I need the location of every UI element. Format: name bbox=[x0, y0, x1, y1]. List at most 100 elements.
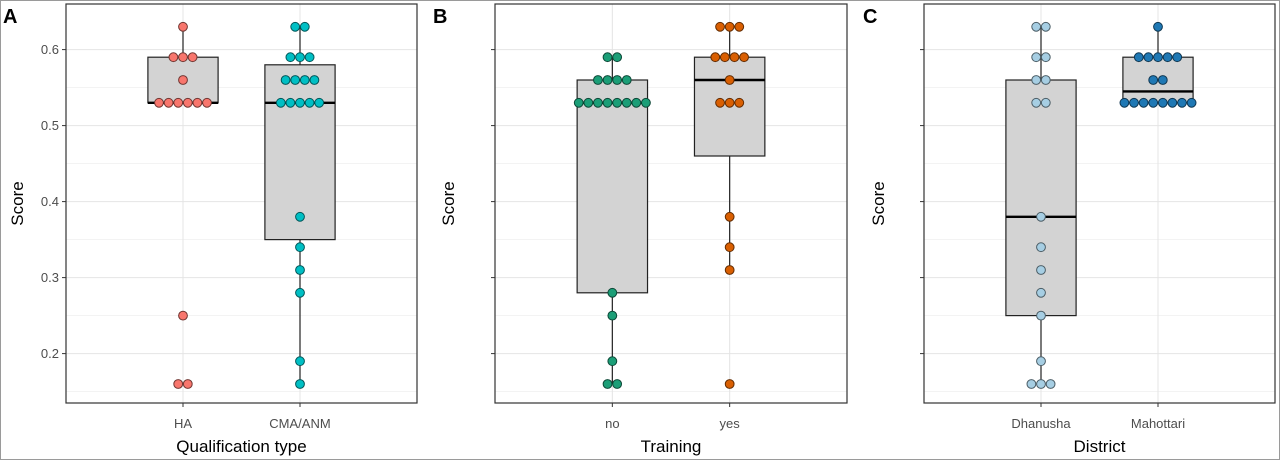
data-point bbox=[295, 52, 305, 63]
data-point bbox=[602, 52, 613, 63]
data-point bbox=[1036, 356, 1046, 367]
data-point bbox=[178, 75, 188, 85]
data-point bbox=[715, 97, 725, 108]
data-point bbox=[719, 52, 730, 63]
data-point bbox=[295, 97, 305, 108]
x-tick-label: Dhanusha bbox=[1011, 416, 1071, 431]
data-point bbox=[295, 356, 305, 367]
data-point bbox=[154, 97, 164, 108]
data-point bbox=[1157, 75, 1168, 85]
data-point bbox=[1162, 52, 1173, 63]
y-tick-label: 0.3 bbox=[41, 270, 59, 285]
data-point bbox=[612, 97, 623, 108]
data-point bbox=[631, 97, 642, 108]
data-point bbox=[1040, 21, 1051, 32]
data-point bbox=[724, 21, 735, 32]
data-point bbox=[295, 242, 305, 253]
data-point bbox=[1157, 97, 1168, 108]
data-point bbox=[739, 52, 749, 63]
panel-c: Dhanusha Mahottari District Score C bbox=[863, 3, 1276, 456]
panel-border bbox=[494, 3, 848, 404]
data-point bbox=[573, 97, 584, 108]
data-point bbox=[724, 379, 735, 389]
x-tick-label: CMA/ANM bbox=[269, 416, 330, 431]
data-point bbox=[314, 97, 325, 108]
y-tick-label: 0.2 bbox=[41, 346, 59, 361]
data-point bbox=[1031, 52, 1042, 63]
data-point bbox=[607, 310, 618, 321]
data-point bbox=[724, 242, 735, 253]
data-point bbox=[295, 379, 305, 389]
data-point bbox=[1026, 379, 1037, 389]
data-point bbox=[710, 52, 721, 63]
plot-background bbox=[66, 4, 417, 403]
data-point bbox=[182, 97, 193, 108]
y-axis-title: Score bbox=[439, 181, 458, 225]
data-point bbox=[724, 265, 735, 275]
data-point bbox=[299, 21, 310, 32]
data-point bbox=[1148, 97, 1159, 108]
data-point bbox=[1031, 75, 1042, 85]
data-point bbox=[304, 52, 315, 63]
data-point bbox=[1138, 97, 1149, 108]
data-point bbox=[299, 75, 310, 85]
data-point bbox=[729, 52, 740, 63]
y-tick-label: 0.4 bbox=[41, 194, 59, 209]
data-point bbox=[285, 97, 296, 108]
data-point bbox=[187, 52, 198, 63]
data-point bbox=[607, 356, 618, 367]
plot-background bbox=[924, 4, 1275, 403]
data-point bbox=[290, 21, 301, 32]
data-point bbox=[1036, 265, 1046, 275]
data-point bbox=[724, 211, 735, 222]
data-point bbox=[1186, 97, 1197, 108]
data-point bbox=[1133, 52, 1144, 63]
data-point bbox=[173, 97, 184, 108]
data-point bbox=[295, 265, 305, 275]
data-point bbox=[1153, 52, 1163, 63]
x-tick-label: Mahottari bbox=[1131, 416, 1185, 431]
data-point bbox=[290, 75, 301, 85]
data-point bbox=[621, 75, 632, 85]
data-point bbox=[275, 97, 286, 108]
y-tick-label: 0.5 bbox=[41, 118, 59, 133]
data-point bbox=[1040, 75, 1051, 85]
data-point bbox=[1153, 21, 1163, 32]
y-axis-title: Score bbox=[8, 181, 27, 225]
data-point bbox=[295, 287, 305, 298]
data-point bbox=[173, 379, 184, 389]
data-point bbox=[612, 52, 623, 63]
data-point bbox=[1045, 379, 1056, 389]
data-point bbox=[734, 21, 745, 32]
data-point bbox=[1036, 211, 1046, 222]
data-point bbox=[1040, 97, 1051, 108]
data-point bbox=[583, 97, 594, 108]
x-axis-title: Qualification type bbox=[176, 437, 306, 456]
data-point bbox=[593, 75, 603, 85]
panel-letter: B bbox=[433, 6, 447, 28]
data-point bbox=[202, 97, 212, 108]
data-point bbox=[612, 379, 623, 389]
box-cma-anm bbox=[264, 64, 336, 241]
data-point bbox=[621, 97, 632, 108]
data-point bbox=[178, 21, 188, 32]
x-axis-title: Training bbox=[641, 437, 702, 456]
panel-border bbox=[65, 3, 418, 404]
y-axis-title: Score bbox=[869, 181, 888, 225]
data-point bbox=[285, 52, 296, 63]
data-point bbox=[182, 379, 193, 389]
panel-letter: A bbox=[3, 6, 17, 28]
data-point bbox=[1031, 21, 1042, 32]
data-point bbox=[1129, 97, 1139, 108]
data-point bbox=[178, 52, 188, 63]
data-point bbox=[1148, 75, 1159, 85]
data-point bbox=[734, 97, 745, 108]
panel-border bbox=[923, 3, 1276, 404]
data-point bbox=[724, 75, 735, 85]
x-tick-label: no bbox=[605, 416, 619, 431]
data-point bbox=[163, 97, 174, 108]
data-point bbox=[1031, 97, 1042, 108]
data-point bbox=[1040, 52, 1051, 63]
box-dhanusha bbox=[1005, 79, 1077, 317]
data-point bbox=[612, 75, 623, 85]
